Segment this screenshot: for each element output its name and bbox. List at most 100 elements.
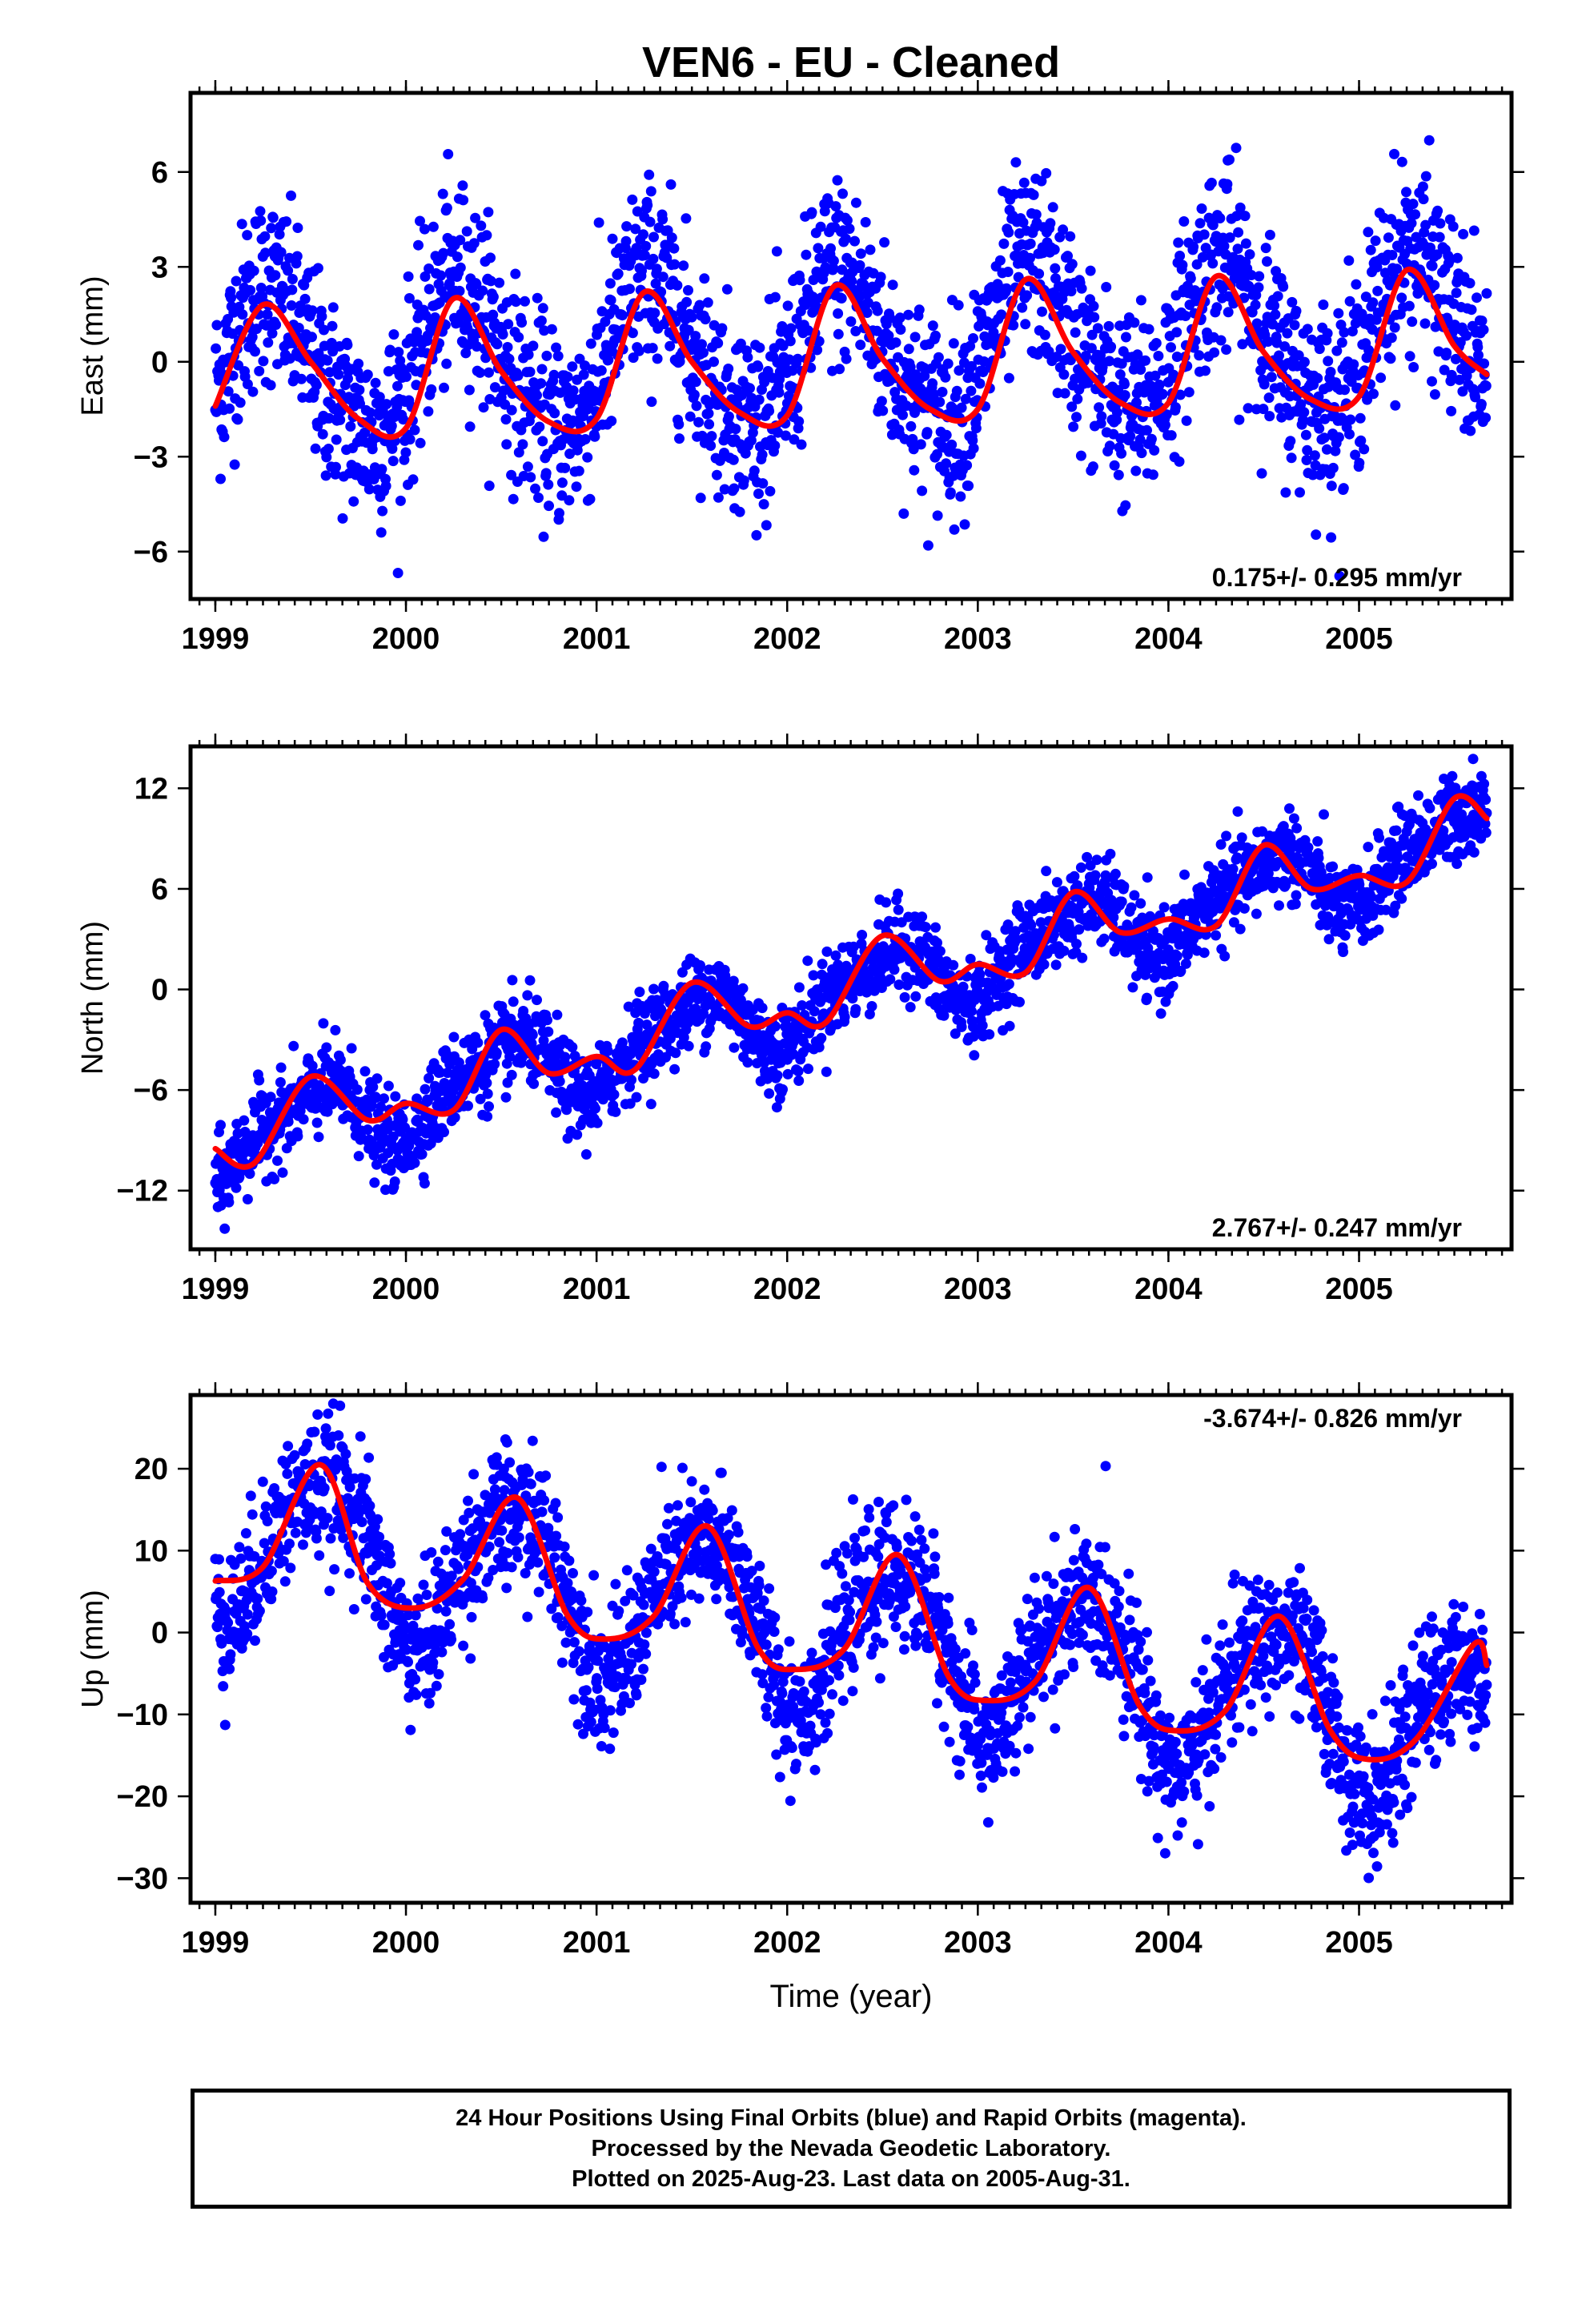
data-point: [1365, 244, 1376, 255]
data-point: [1211, 302, 1223, 313]
data-point: [219, 432, 230, 443]
data-point: [930, 330, 941, 341]
data-point: [1476, 316, 1488, 327]
data-point: [737, 983, 749, 994]
data-point: [876, 396, 887, 407]
data-point: [524, 366, 536, 377]
data-point: [793, 1066, 804, 1077]
data-point: [753, 489, 764, 499]
data-point: [895, 324, 906, 335]
data-point: [717, 323, 728, 334]
data-point: [533, 493, 544, 503]
data-point: [1363, 227, 1374, 238]
data-point: [840, 233, 851, 244]
data-point: [538, 531, 549, 542]
data-point: [1285, 436, 1296, 447]
data-point: [674, 433, 685, 444]
data-point: [1323, 356, 1334, 367]
data-point: [248, 265, 259, 276]
data-point: [1179, 869, 1190, 880]
y-tick-label: 3: [151, 251, 168, 284]
data-point: [317, 428, 328, 440]
data-point: [404, 434, 416, 445]
data-point: [534, 421, 545, 432]
data-point: [1413, 790, 1423, 801]
data-point: [506, 1069, 517, 1080]
data-point: [288, 1040, 299, 1051]
data-point: [640, 240, 652, 251]
data-point: [672, 279, 683, 291]
data-point: [322, 355, 333, 366]
data-point: [885, 974, 896, 985]
data-point: [772, 1070, 783, 1081]
data-point: [665, 179, 677, 190]
data-point: [808, 275, 819, 285]
data-point: [1071, 412, 1082, 423]
data-point: [1408, 362, 1419, 372]
data-point: [833, 328, 844, 340]
data-point: [345, 421, 356, 432]
data-point: [666, 232, 677, 243]
data-point: [719, 484, 730, 495]
data-point: [232, 414, 243, 425]
data-point: [242, 1194, 253, 1204]
data-point: [497, 329, 508, 340]
data-point: [1434, 231, 1445, 243]
data-point: [316, 311, 327, 322]
data-point: [945, 487, 956, 498]
data-point: [639, 250, 650, 261]
data-point: [1392, 852, 1403, 863]
data-point: [523, 349, 534, 360]
data-point: [1452, 252, 1463, 263]
data-point: [1070, 327, 1081, 338]
data-point: [335, 414, 346, 425]
data-point: [379, 1093, 389, 1104]
data-point: [695, 493, 706, 504]
data-point: [283, 265, 294, 276]
data-point: [1126, 902, 1137, 913]
data-point: [1363, 842, 1374, 853]
data-point: [701, 1041, 712, 1052]
data-point: [669, 1063, 681, 1075]
data-point: [510, 296, 521, 308]
data-point: [1219, 951, 1231, 962]
data-point: [323, 444, 334, 454]
data-point: [552, 1009, 563, 1020]
data-point: [1327, 861, 1339, 872]
data-point: [1244, 249, 1255, 260]
data-point: [849, 235, 860, 247]
data-point: [262, 309, 273, 320]
data-point: [420, 1084, 431, 1095]
data-point: [1359, 444, 1370, 455]
data-point: [1142, 992, 1152, 1003]
x-tick-label: 2005: [1325, 622, 1393, 656]
data-point: [471, 279, 482, 290]
data-point: [963, 480, 974, 492]
data-point: [754, 342, 765, 353]
data-point: [365, 407, 376, 418]
data-point: [1116, 448, 1127, 459]
data-point: [1476, 399, 1487, 410]
data-point: [695, 960, 705, 971]
data-point: [962, 460, 973, 471]
data-point: [254, 1075, 265, 1086]
data-point: [381, 399, 392, 410]
data-point: [1022, 290, 1033, 301]
data-point: [860, 217, 871, 227]
data-point: [1174, 456, 1185, 467]
data-point: [644, 216, 656, 227]
data-point: [321, 452, 332, 463]
data-point: [333, 369, 344, 380]
data-point: [1396, 292, 1407, 304]
data-point: [1427, 376, 1437, 387]
data-point: [665, 340, 676, 352]
data-point: [235, 397, 246, 408]
data-point: [974, 378, 986, 389]
data-point: [500, 414, 512, 425]
data-point: [1336, 337, 1347, 348]
data-point: [929, 388, 940, 400]
data-point: [1180, 958, 1191, 969]
data-point: [702, 297, 713, 308]
data-point: [769, 292, 781, 303]
